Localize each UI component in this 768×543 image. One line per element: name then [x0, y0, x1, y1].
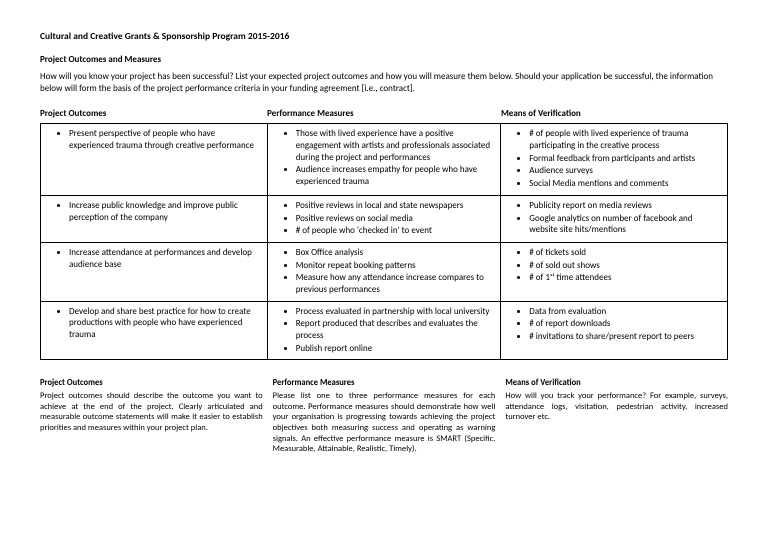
list-item: # of people who 'checked in' to event: [296, 225, 495, 237]
list-item: Publish report online: [296, 343, 495, 355]
cell-verification: Publicity report on media reviewsGoogle …: [501, 195, 728, 242]
cell-outcomes: Increase public knowledge and improve pu…: [41, 195, 268, 242]
list-item: # of tickets sold: [529, 247, 721, 259]
bullet-list: Publicity report on media reviewsGoogle …: [507, 200, 721, 236]
list-item: Those with lived experience have a posit…: [296, 128, 495, 163]
footer-outcomes: Project Outcomes Project outcomes should…: [40, 378, 263, 454]
header-outcomes: Project Outcomes: [40, 108, 267, 119]
list-item: # of sold out shows: [529, 260, 721, 272]
list-item: Increase attendance at performances and …: [69, 247, 261, 270]
list-item: # of 1ˢᵗ time attendees: [529, 272, 721, 284]
list-item: Develop and share best practice for how …: [69, 306, 261, 341]
table-row: Develop and share best practice for how …: [41, 301, 728, 360]
cell-outcomes: Present perspective of people who have e…: [41, 124, 268, 195]
table-row: Present perspective of people who have e…: [41, 124, 728, 195]
list-item: # of people with lived experience of tra…: [529, 128, 721, 151]
section-heading: Project Outcomes and Measures: [40, 54, 728, 65]
list-item: # invitations to share/present report to…: [529, 331, 721, 343]
header-verification: Means of Verification: [501, 108, 728, 119]
list-item: Publicity report on media reviews: [529, 200, 721, 212]
list-item: Increase public knowledge and improve pu…: [69, 200, 261, 223]
list-item: Audience surveys: [529, 165, 721, 177]
list-item: Present perspective of people who have e…: [69, 128, 261, 151]
cell-measures: Box Office analysisMonitor repeat bookin…: [267, 242, 501, 301]
cell-outcomes: Increase attendance at performances and …: [41, 242, 268, 301]
list-item: Positive reviews on social media: [296, 213, 495, 225]
bullet-list: Those with lived experience have a posit…: [274, 128, 495, 187]
cell-measures: Those with lived experience have a posit…: [267, 124, 501, 195]
document-title: Cultural and Creative Grants & Sponsorsh…: [40, 30, 728, 42]
table-row: Increase attendance at performances and …: [41, 242, 728, 301]
intro-text: How will you know your project has been …: [40, 71, 728, 94]
list-item: Measure how any attendance increase comp…: [296, 272, 495, 295]
bullet-list: Present perspective of people who have e…: [47, 128, 261, 151]
cell-measures: Process evaluated in partnership with lo…: [267, 301, 501, 360]
cell-measures: Positive reviews in local and state news…: [267, 195, 501, 242]
list-item: Audience increases empathy for people wh…: [296, 164, 495, 187]
table-row: Increase public knowledge and improve pu…: [41, 195, 728, 242]
bullet-list: Increase public knowledge and improve pu…: [47, 200, 261, 223]
footer-notes: Project Outcomes Project outcomes should…: [40, 378, 728, 454]
footer-measures-text: Please list one to three performance mea…: [273, 391, 496, 455]
bullet-list: Process evaluated in partnership with lo…: [274, 306, 495, 355]
list-item: Data from evaluation: [529, 306, 721, 318]
bullet-list: Box Office analysisMonitor repeat bookin…: [274, 247, 495, 296]
footer-verification-title: Means of Verification: [505, 378, 728, 389]
list-item: # of report downloads: [529, 318, 721, 330]
header-measures: Performance Measures: [267, 108, 501, 119]
list-item: Report produced that describes and evalu…: [296, 318, 495, 341]
list-item: Formal feedback from participants and ar…: [529, 153, 721, 165]
cell-verification: # of people with lived experience of tra…: [501, 124, 728, 195]
bullet-list: # of people with lived experience of tra…: [507, 128, 721, 189]
footer-verification: Means of Verification How will you track…: [505, 378, 728, 454]
column-headers: Project Outcomes Performance Measures Me…: [40, 108, 728, 119]
footer-outcomes-text: Project outcomes should describe the out…: [40, 391, 263, 434]
footer-measures-title: Performance Measures: [273, 378, 496, 389]
bullet-list: Data from evaluation# of report download…: [507, 306, 721, 343]
cell-outcomes: Develop and share best practice for how …: [41, 301, 268, 360]
bullet-list: Increase attendance at performances and …: [47, 247, 261, 270]
cell-verification: # of tickets sold# of sold out shows# of…: [501, 242, 728, 301]
footer-verification-text: How will you track your performance? For…: [505, 391, 728, 423]
bullet-list: Positive reviews in local and state news…: [274, 200, 495, 237]
cell-verification: Data from evaluation# of report download…: [501, 301, 728, 360]
bullet-list: # of tickets sold# of sold out shows# of…: [507, 247, 721, 284]
list-item: Monitor repeat booking patterns: [296, 260, 495, 272]
list-item: Google analytics on number of facebook a…: [529, 213, 721, 236]
list-item: Positive reviews in local and state news…: [296, 200, 495, 212]
list-item: Box Office analysis: [296, 247, 495, 259]
footer-outcomes-title: Project Outcomes: [40, 378, 263, 389]
bullet-list: Develop and share best practice for how …: [47, 306, 261, 341]
footer-measures: Performance Measures Please list one to …: [273, 378, 496, 454]
list-item: Process evaluated in partnership with lo…: [296, 306, 495, 318]
outcomes-table: Present perspective of people who have e…: [40, 123, 728, 360]
list-item: Social Media mentions and comments: [529, 178, 721, 190]
